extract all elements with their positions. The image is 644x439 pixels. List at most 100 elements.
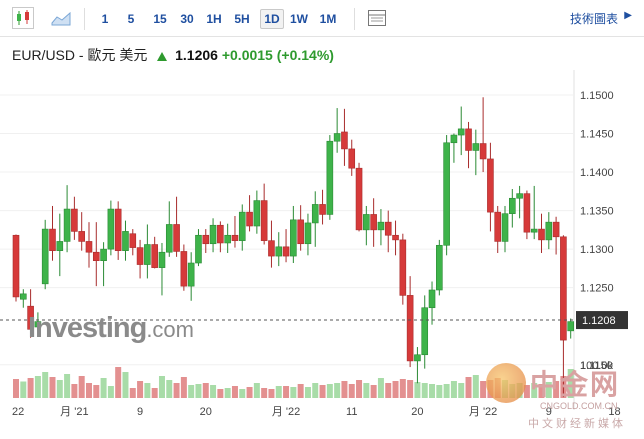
y-tick-label: 1.1350 <box>580 206 614 218</box>
candle-down <box>384 221 392 236</box>
candle-down <box>341 131 348 150</box>
instrument-name: EUR/USD - 歐元 美元 <box>12 47 148 63</box>
candle-up <box>472 143 480 151</box>
watermark-url: CNGOLD.COM.CN <box>540 401 618 411</box>
volume-bar <box>312 383 319 398</box>
area-chart-icon[interactable] <box>50 7 72 29</box>
volume-bar <box>195 384 202 398</box>
candle-up <box>144 244 151 265</box>
volume-bar <box>202 383 209 398</box>
candle-down <box>12 234 20 298</box>
timeframe-1m-button[interactable]: 1M <box>319 12 337 26</box>
volume-bar <box>56 380 63 398</box>
volume-bar <box>414 382 421 398</box>
volume-bar <box>115 367 122 398</box>
candle-down <box>180 251 188 287</box>
candle-up <box>450 134 458 144</box>
y-tick-label: 1.1400 <box>580 167 614 179</box>
volume-bar <box>429 384 436 398</box>
candle-up <box>56 241 64 251</box>
timeframe-1h-button[interactable]: 1H <box>206 12 222 26</box>
last-price: 1.1206 <box>175 47 218 63</box>
timeframe-1w-button[interactable]: 1W <box>290 12 308 26</box>
chevron-right-icon[interactable]: ▶ <box>624 10 632 21</box>
volume-bar <box>137 381 144 398</box>
volume-bar <box>567 369 574 398</box>
candle-down <box>129 233 137 248</box>
candle-up <box>224 234 231 244</box>
quote-header: EUR/USD - 歐元 美元 1.1206 +0.0015 (+0.14%) <box>12 45 334 65</box>
price-chart[interactable]: 1.1500 1.1450 1.1400 1.1350 1.1300 1.1250 1.11… <box>0 70 644 439</box>
volume-bar <box>436 385 443 398</box>
x-tick-label: 20 <box>200 406 212 418</box>
volume-bar <box>480 381 487 398</box>
current-price-label-bg <box>576 311 628 330</box>
candle-up <box>165 224 173 253</box>
volume-bar <box>93 385 100 398</box>
y-tick-label: 1.1450 <box>580 129 614 141</box>
volume-bar <box>151 388 158 398</box>
candle-down <box>114 208 122 251</box>
volume-bar <box>319 385 326 398</box>
volume-bar <box>27 378 34 398</box>
candle-down <box>479 143 487 160</box>
volume-bar <box>144 383 151 398</box>
volume-bar <box>42 372 49 398</box>
cngold-logo-icon <box>486 363 526 403</box>
volume-bar <box>370 385 377 398</box>
candle-up <box>107 208 115 250</box>
volume-bar <box>64 374 71 398</box>
table-icon[interactable] <box>366 7 388 29</box>
candle-down <box>151 244 158 268</box>
x-tick-label: 18 <box>608 406 620 418</box>
watermark-name: 中金网 <box>530 369 621 400</box>
volume-bar <box>180 377 187 398</box>
brand-name: Investing <box>28 312 147 344</box>
volume-bar <box>297 384 304 398</box>
investing-logo: Investing.com <box>28 312 194 345</box>
candle-up <box>311 204 319 224</box>
volume-bar <box>239 389 246 398</box>
candle-down <box>487 158 494 213</box>
candle-down <box>71 208 78 232</box>
candle-up <box>567 321 575 332</box>
timeframe-1-button[interactable]: 1 <box>101 12 109 26</box>
volume-bar <box>261 388 268 398</box>
timeframe-30-button[interactable]: 30 <box>180 12 194 26</box>
volume-bar <box>443 384 450 398</box>
candle-down <box>92 251 100 261</box>
volume-bar <box>304 387 311 398</box>
timeframe-5-button[interactable]: 5 <box>127 12 135 26</box>
timeframe-5h-button[interactable]: 5H <box>234 12 250 26</box>
volume-bar <box>290 387 297 398</box>
candlestick-icon[interactable] <box>12 7 34 29</box>
candle-down <box>523 193 531 233</box>
volume-bar <box>553 381 560 398</box>
candle-down <box>217 224 224 244</box>
candle-down <box>355 167 363 231</box>
volume-bar <box>458 383 465 398</box>
current-price-label: 1.1208 <box>582 315 616 327</box>
candle-down <box>282 246 290 257</box>
volume-bar <box>275 386 282 398</box>
candle-up <box>63 208 71 242</box>
chart-toolbar: 1 5 15 30 1H 5H 1D 1W 1M 技術圖表 ▶ <box>0 0 644 37</box>
timeframe-1d-button[interactable]: 1D <box>260 9 284 29</box>
x-tick-label: 月 '22 <box>272 406 300 418</box>
candle-up <box>428 289 436 309</box>
candle-up <box>377 221 385 231</box>
volume-bar <box>210 385 217 398</box>
candle-down <box>392 234 399 241</box>
candle-up <box>509 197 516 214</box>
volume-bar <box>326 384 333 398</box>
volume-bar <box>356 380 363 398</box>
technical-chart-link[interactable]: 技術圖表 <box>569 12 618 26</box>
candle-up <box>275 246 283 257</box>
candle-down <box>348 148 356 169</box>
volume-bar <box>78 376 85 398</box>
timeframe-15-button[interactable]: 15 <box>153 12 167 26</box>
volume-bar <box>421 383 428 398</box>
candle-down <box>297 219 304 245</box>
y-tick-label: 1.1150 <box>580 360 613 372</box>
volume-bar <box>100 378 107 398</box>
